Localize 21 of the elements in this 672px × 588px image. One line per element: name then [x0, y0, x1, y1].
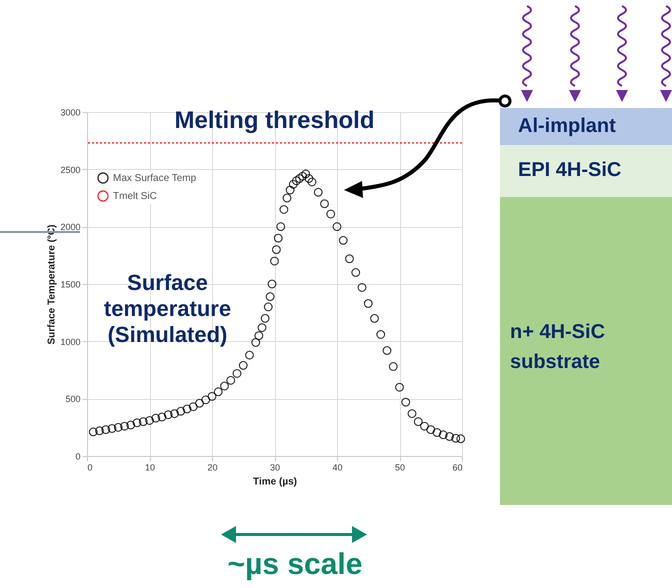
y-tick-label: 1000	[60, 336, 80, 347]
x-tick-label: 0	[88, 462, 93, 472]
layer-stack: Al-implant EPI 4H-SiC n+ 4H-SiC substrate	[500, 108, 672, 505]
x-tick-label: 50	[394, 462, 406, 472]
y-tick-label: 2000	[60, 222, 80, 232]
annotation: Surface temperature (Simulated)	[102, 270, 232, 348]
x-axis-title: Time (µs)	[253, 476, 297, 488]
annotation: Melting threshold	[174, 106, 374, 134]
legend-label: Max Surface Temp	[113, 173, 197, 184]
text: ~µs scale	[226, 548, 364, 582]
legend-label: Tmelt SiC	[113, 191, 157, 202]
y-tick-label: 2500	[60, 164, 80, 175]
x-tick-label: 40	[332, 462, 343, 472]
x-tick-label: 30	[270, 462, 280, 472]
y-tick-label: 500	[65, 394, 80, 404]
y-tick-label: 3000	[60, 108, 80, 118]
y-tick-label: 1500	[60, 280, 80, 290]
y-tick-label: 0	[75, 452, 80, 462]
x-tick-label: 20	[207, 462, 218, 472]
x-tick-label: 60	[452, 462, 462, 472]
x-tick-label: 10	[144, 462, 156, 472]
